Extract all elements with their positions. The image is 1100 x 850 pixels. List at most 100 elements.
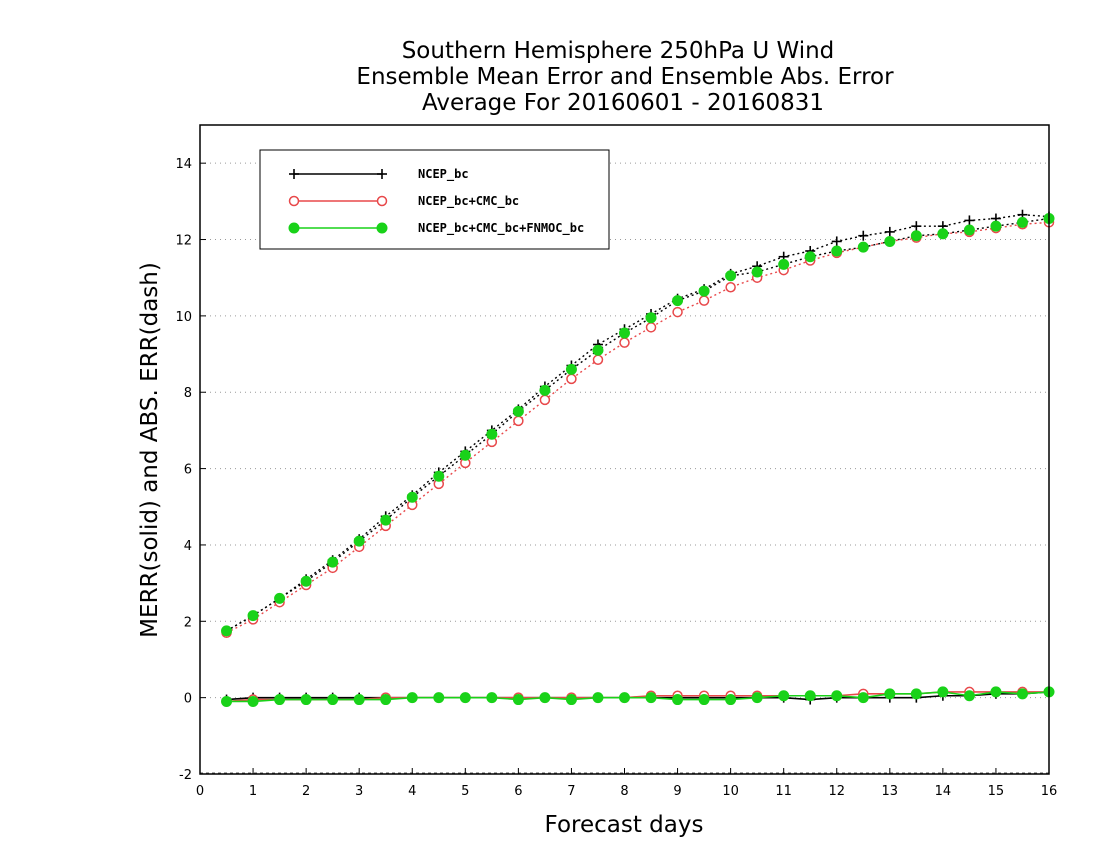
legend-marker [288, 222, 300, 234]
x-tick-label: 8 [620, 784, 628, 799]
y-tick-label: 10 [175, 310, 192, 325]
x-tick-label: 6 [514, 784, 522, 799]
mean-error-point [327, 694, 339, 706]
abs-error-point [380, 514, 392, 526]
legend-marker [376, 222, 388, 234]
abs-error-point [831, 245, 843, 257]
mean-error-point [353, 694, 365, 706]
mean-error-point [804, 690, 816, 702]
mean-error-point [963, 690, 975, 702]
mean-error-point [619, 692, 630, 704]
abs-error-point [274, 592, 286, 604]
abs-error-line [226, 221, 1050, 634]
abs-error-point [964, 215, 975, 226]
abs-error-point [804, 251, 816, 263]
abs-error-point [884, 235, 896, 247]
mean-error-point [725, 694, 737, 706]
x-tick-label: 11 [775, 784, 792, 799]
mean-error-point [459, 692, 471, 704]
series-0 [221, 209, 1054, 705]
abs-error-point [221, 625, 233, 637]
mean-error-point [247, 695, 259, 707]
mean-error-point [778, 690, 790, 702]
x-tick-label: 9 [673, 784, 681, 799]
mean-error-point [539, 692, 551, 704]
abs-error-point [512, 405, 524, 417]
y-tick-label: -2 [179, 768, 192, 783]
mean-error-point [831, 690, 843, 702]
legend-box [259, 149, 610, 250]
y-axis-ticks: -2 0 2 4 6 8 10 12 14 [175, 157, 206, 783]
abs-error-line [226, 214, 1050, 632]
mean-error-point [433, 692, 445, 704]
legend-marker [376, 195, 388, 207]
legend-item-1: NCEP_bc+CMC_bc [288, 194, 519, 209]
mean-error-point [937, 686, 949, 698]
abs-error-point [1016, 216, 1028, 228]
abs-error-point [247, 610, 259, 622]
chart-title-line-2: Ensemble Mean Error and Ensemble Abs. Er… [356, 64, 894, 90]
abs-error-point [513, 415, 524, 427]
x-tick-label: 7 [567, 784, 575, 799]
x-tick-label: 0 [196, 784, 204, 799]
mean-error-point [512, 694, 524, 706]
abs-error-point [459, 449, 471, 461]
legend-items: NCEP_bc NCEP_bc+CMC_bc NCEP_bc+CMC_bc+FNMO… [288, 167, 584, 236]
abs-error-point [725, 270, 737, 282]
mean-error-point [565, 694, 577, 706]
mean-error-point [592, 692, 604, 704]
legend-marker [288, 195, 300, 207]
legend-marker [377, 169, 387, 179]
x-tick-label: 10 [722, 784, 739, 799]
abs-error-point [937, 228, 949, 240]
abs-error-line [226, 217, 1050, 632]
x-tick-label: 12 [828, 784, 845, 799]
legend-item-0: NCEP_bc [289, 167, 469, 182]
legend-label: NCEP_bc [418, 167, 469, 182]
x-tick-label: 5 [461, 784, 469, 799]
x-tick-label: 14 [935, 784, 952, 799]
y-tick-label: 6 [184, 463, 192, 478]
y-tick-label: 4 [184, 539, 192, 554]
abs-error-point [857, 241, 869, 253]
x-axis-ticks: 0 1 2 3 4 5 6 7 8 9 10 11 12 13 14 15 16 [196, 768, 1057, 799]
abs-error-point [831, 236, 842, 247]
abs-error-point [672, 306, 683, 318]
abs-error-point [725, 282, 736, 293]
mean-error-point [380, 694, 392, 706]
series-2 [221, 213, 1055, 707]
x-tick-label: 16 [1041, 784, 1058, 799]
x-axis-label: Forecast days [545, 812, 704, 838]
mean-error-point [221, 695, 233, 707]
abs-error-point [858, 230, 869, 241]
abs-error-point [565, 363, 577, 375]
abs-error-point [486, 428, 498, 440]
abs-error-point [327, 556, 339, 568]
series-1 [221, 217, 1055, 707]
abs-error-point [566, 373, 577, 385]
y-tick-label: 0 [184, 692, 192, 707]
abs-error-point [645, 312, 657, 324]
x-tick-label: 15 [988, 784, 1005, 799]
abs-error-point [698, 285, 710, 297]
y-tick-label: 14 [175, 157, 192, 172]
mean-error-point [274, 694, 286, 706]
abs-error-point [698, 295, 710, 306]
abs-error-point [963, 224, 975, 236]
y-tick-label: 12 [175, 234, 192, 249]
mean-error-point [645, 692, 657, 704]
mean-error-point [884, 688, 896, 700]
abs-error-point [433, 470, 445, 482]
mean-error-point [751, 692, 763, 704]
y-axis-label: MERR(solid) and ABS. ERR(dash) [137, 262, 163, 638]
mean-error-point [910, 688, 922, 700]
abs-error-point [751, 266, 763, 278]
abs-error-point [911, 221, 922, 232]
abs-error-point [778, 258, 790, 270]
legend-item-2: NCEP_bc+CMC_bc+FNMOC_bc [288, 221, 584, 236]
abs-error-point [300, 575, 312, 587]
abs-error-point [539, 394, 551, 406]
abs-error-point [884, 226, 895, 237]
mean-error-point [990, 686, 1002, 698]
abs-error-point [645, 322, 657, 333]
